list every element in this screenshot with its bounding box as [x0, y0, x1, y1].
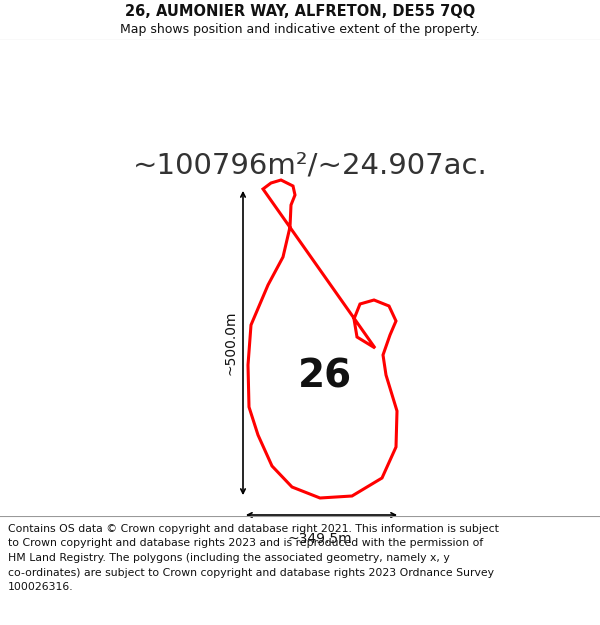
Text: Map shows position and indicative extent of the property.: Map shows position and indicative extent…: [120, 24, 480, 36]
Text: co-ordinates) are subject to Crown copyright and database rights 2023 Ordnance S: co-ordinates) are subject to Crown copyr…: [8, 568, 494, 578]
Text: 26: 26: [298, 358, 352, 396]
Text: Contains OS data © Crown copyright and database right 2021. This information is : Contains OS data © Crown copyright and d…: [8, 524, 499, 534]
Text: 100026316.: 100026316.: [8, 582, 74, 592]
Text: ~500.0m: ~500.0m: [224, 311, 238, 375]
Text: ~100796m²/~24.907ac.: ~100796m²/~24.907ac.: [133, 151, 487, 179]
Text: to Crown copyright and database rights 2023 and is reproduced with the permissio: to Crown copyright and database rights 2…: [8, 539, 483, 549]
Text: 26, AUMONIER WAY, ALFRETON, DE55 7QQ: 26, AUMONIER WAY, ALFRETON, DE55 7QQ: [125, 4, 475, 19]
Text: ~349.5m: ~349.5m: [287, 532, 352, 546]
Text: HM Land Registry. The polygons (including the associated geometry, namely x, y: HM Land Registry. The polygons (includin…: [8, 553, 450, 563]
